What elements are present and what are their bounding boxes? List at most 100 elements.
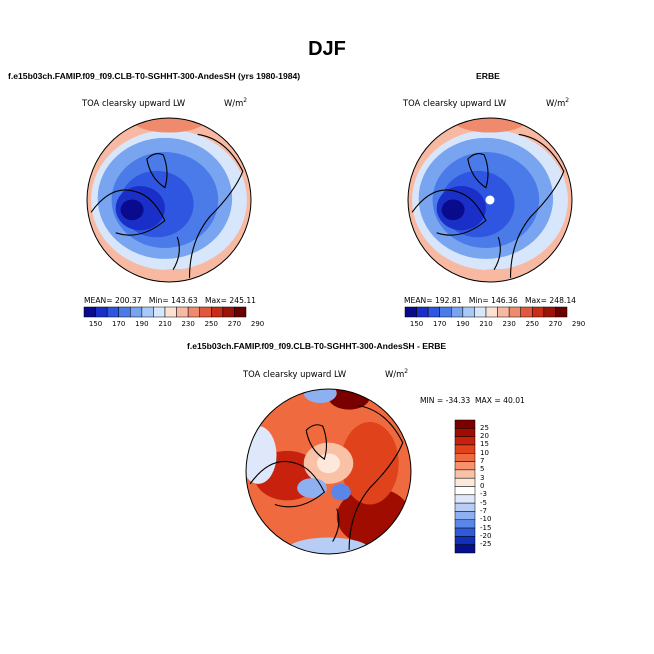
field-contour (441, 199, 465, 221)
colorbar-swatch (532, 306, 545, 318)
colorbar-tick-label: 7 (480, 457, 485, 466)
colorbar-swatch (520, 306, 533, 318)
colorbar-swatch (416, 306, 429, 318)
colorbar-swatch (497, 306, 510, 318)
colorbar-swatch (454, 536, 476, 545)
colorbar-swatch (211, 306, 224, 318)
variable-label-model: TOA clearsky upward LW (82, 98, 186, 108)
colorbar-tick-label: 230 (502, 320, 516, 328)
units-label-diff: W/m2 (385, 368, 409, 379)
colorbar-tick-label: 190 (456, 320, 470, 328)
colorbar-tick-label: 20 (480, 432, 489, 441)
colorbar-erbe (404, 306, 568, 318)
polar-map-diff (245, 388, 412, 555)
colorbar-tick-label: -7 (480, 506, 487, 515)
panel-title-erbe: ERBE (476, 71, 500, 81)
coastline (411, 189, 487, 236)
coastline (146, 153, 168, 189)
coastline (467, 153, 489, 189)
panel-title-diff: f.e15b03ch.FAMIP.f09_f09.CLB-T0-SGHHT-30… (187, 341, 447, 351)
colorbar-ticks-diff: 25 20 15 10 7 5 3 0 -3 -5 -7 -10 -15 -20 -25 (478, 420, 508, 553)
colorbar-swatch (454, 469, 476, 479)
coastline (188, 133, 244, 278)
colorbar-tick-label: 190 (135, 320, 149, 328)
colorbar-tick-label: 0 (480, 482, 485, 490)
stats-model: MEAN= 200.37 Min= 143.63 Max= 245.11 (84, 296, 256, 305)
units-label-erbe: W/m2 (546, 97, 570, 108)
colorbar-swatch (454, 511, 476, 520)
colorbar-swatch (222, 306, 235, 318)
map-border (86, 117, 252, 283)
colorbar-tick-label: -15 (480, 523, 492, 532)
colorbar-swatch (485, 306, 498, 318)
field-contour (287, 537, 370, 554)
colorbar-swatch (543, 306, 556, 318)
field-contour (132, 118, 206, 133)
colorbar-swatch (95, 306, 108, 318)
coastline (249, 460, 326, 508)
panel-title-model: f.e15b03ch.FAMIP.f09_f09.CLB-T0-SGHHT-30… (8, 71, 301, 81)
coastline (305, 424, 328, 460)
colorbar-swatch (451, 306, 464, 318)
colorbar-swatch (462, 306, 475, 318)
colorbar-swatch (508, 306, 521, 318)
colorbar-tick-label: 10 (480, 448, 489, 457)
field-contour (120, 199, 144, 221)
colorbar-swatch (153, 306, 166, 318)
colorbar-swatch (454, 527, 476, 537)
colorbar-swatch (187, 306, 200, 318)
colorbar-swatch (130, 306, 143, 318)
colorbar-swatch (454, 428, 476, 437)
colorbar-tick-label: 5 (480, 465, 485, 474)
colorbar-tick-label: -25 (480, 540, 492, 549)
colorbar-tick-label: 170 (112, 320, 126, 328)
colorbar-swatch (141, 306, 154, 318)
colorbar-tick-label: -3 (480, 490, 487, 499)
colorbar-swatch (555, 306, 568, 318)
coastline (332, 508, 340, 542)
colorbar-tick-label: 230 (181, 320, 195, 328)
polar-map-model (86, 117, 252, 283)
colorbar-swatch (118, 306, 131, 318)
colorbar-swatch (199, 306, 212, 318)
colorbar-tick-label: 290 (571, 320, 586, 328)
stats-erbe: MEAN= 192.81 Min= 146.36 Max= 248.14 (404, 296, 576, 305)
colorbar-ticks-model: 150 170 190 210 230 250 270 290 (84, 320, 264, 330)
missing-data-pole (485, 195, 495, 205)
colorbar-swatch (404, 306, 417, 318)
map-border (407, 117, 573, 283)
season-title: DJF (308, 38, 346, 60)
colorbar-tick-label: 250 (204, 320, 218, 328)
colorbar-tick-label: 270 (548, 320, 563, 328)
colorbar-swatch (454, 502, 476, 512)
colorbar-swatch (454, 436, 476, 446)
colorbar-swatch (454, 544, 476, 554)
colorbar-swatch (176, 306, 189, 318)
colorbar-tick-label: 25 (480, 423, 489, 432)
field-contour (465, 268, 531, 282)
colorbar-tick-label: 210 (479, 320, 493, 328)
field-contour (340, 422, 399, 505)
colorbar-swatch (234, 306, 247, 318)
colorbar-swatch (454, 519, 476, 529)
colorbar-tick-label: -20 (480, 531, 492, 540)
colorbar-model (83, 306, 247, 318)
colorbar-tick-label: -5 (480, 498, 487, 507)
colorbar-swatch (454, 444, 476, 454)
colorbar-tick-label: -10 (480, 515, 492, 524)
colorbar-swatch (454, 494, 476, 504)
colorbar-swatch (427, 306, 440, 318)
field-contour (330, 483, 351, 501)
colorbar-ticks-erbe: 150 170 190 210 230 250 270 290 (405, 320, 585, 330)
colorbar-tick-label: 170 (433, 320, 447, 328)
colorbar-tick-label: 290 (250, 320, 265, 328)
coastline (172, 236, 180, 270)
colorbar-swatch (454, 419, 476, 429)
colorbar-swatch (83, 306, 96, 318)
colorbar-swatch (454, 477, 476, 487)
colorbar-tick-label: 210 (158, 320, 172, 328)
colorbar-swatch (106, 306, 119, 318)
colorbar-swatch (454, 453, 476, 462)
colorbar-tick-label: 15 (480, 440, 489, 449)
colorbar-swatch (164, 306, 177, 318)
